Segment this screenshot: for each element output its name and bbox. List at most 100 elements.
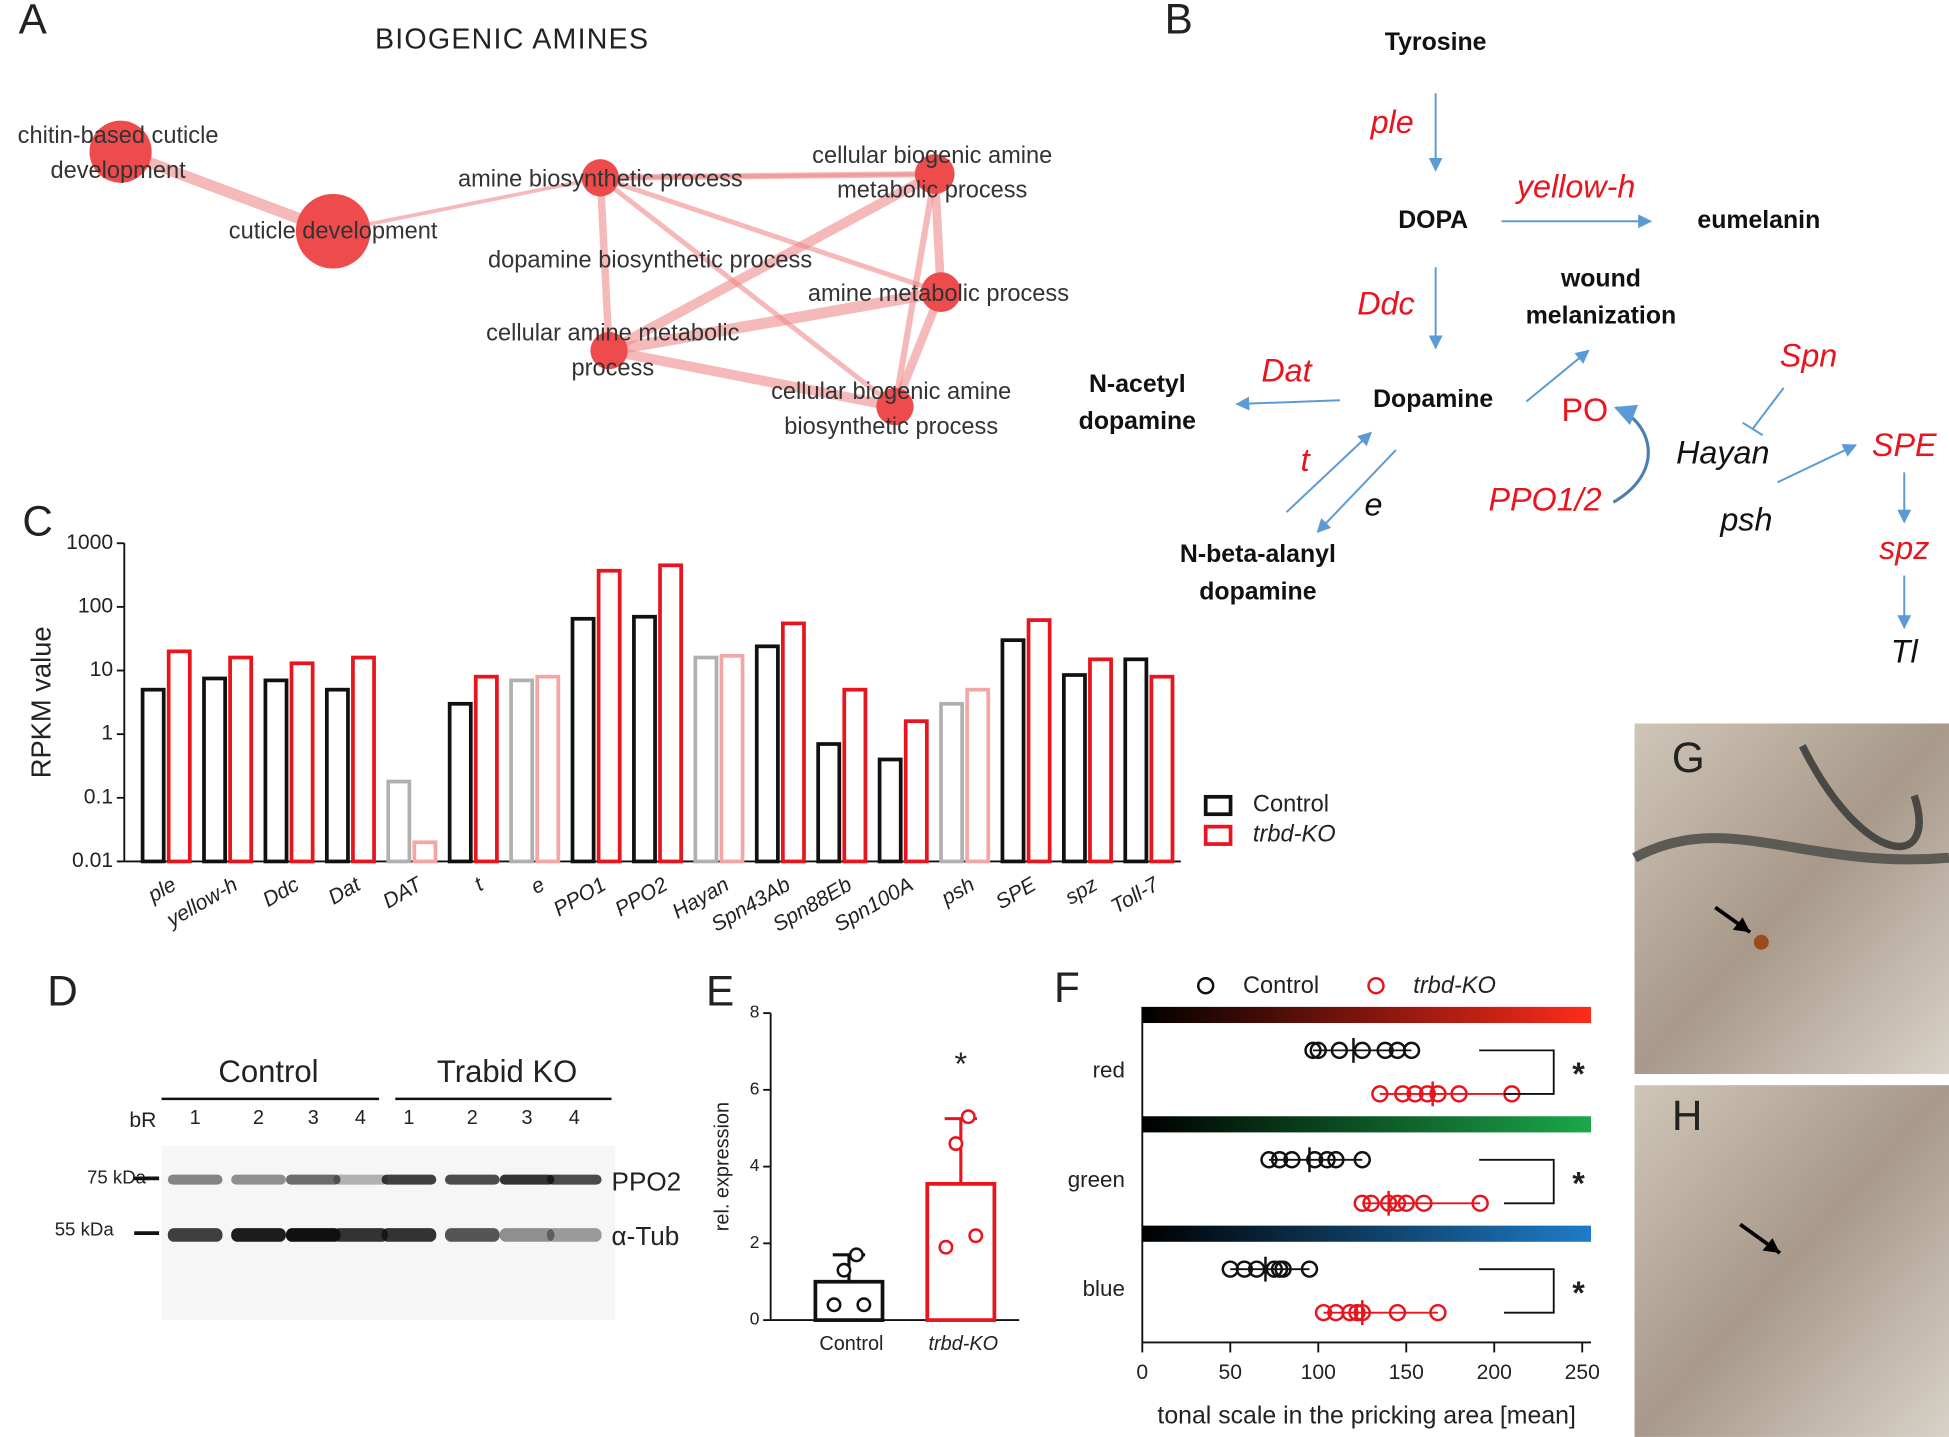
pathway-label: psh [1719, 502, 1772, 538]
band [231, 1228, 286, 1242]
data-point [1265, 1260, 1283, 1278]
data-point [960, 1109, 976, 1125]
network-edge [891, 173, 938, 408]
network-edge [890, 290, 945, 409]
node-label: development [50, 158, 186, 184]
x-tick-label: t [471, 872, 489, 895]
bar [473, 674, 499, 864]
pathway-label: Ddc [1357, 285, 1414, 321]
band [167, 1174, 223, 1185]
band [333, 1228, 388, 1242]
x-axis-label: tonal scale in the pricking area [mean] [1157, 1403, 1575, 1430]
bar [535, 674, 561, 864]
node-label: chitin-based cuticle [18, 123, 219, 149]
band [546, 1228, 602, 1242]
pathway-label: Dopamine [1373, 386, 1493, 413]
y-tick-label: 0.01 [72, 849, 113, 872]
western-blot: Control Trabid KO bR 75 kDa 55 kDa PPO2 … [55, 1054, 681, 1321]
network: chitin-based cuticle development cuticle d… [18, 120, 1069, 440]
data-point [1394, 1085, 1412, 1103]
y-tick-label: green [1068, 1167, 1125, 1192]
data-point [1353, 1303, 1371, 1322]
bar [202, 676, 227, 864]
y-tick-label: 1 [101, 722, 113, 745]
bar [228, 655, 254, 864]
data-point [1270, 1151, 1289, 1169]
pathway-label: dopamine [1199, 579, 1316, 606]
bracket [1479, 1049, 1555, 1095]
pathway-label: spz [1879, 530, 1929, 566]
x-tick-label: psh [937, 873, 979, 910]
bar [351, 655, 376, 864]
photo-detail [1798, 744, 1923, 851]
bar [509, 678, 535, 864]
legend-label: Control [1253, 792, 1329, 818]
y-tick-label: 4 [750, 1155, 760, 1175]
legend-swatch [1203, 794, 1233, 817]
panel-letter: G [1672, 734, 1705, 781]
pathway-label: e [1365, 487, 1383, 523]
network-title: BIOGENIC AMINES [375, 24, 649, 56]
node-label: cellular biogenic amine [812, 143, 1052, 169]
data-point [1450, 1085, 1468, 1103]
arrow [1316, 449, 1397, 534]
data-point [848, 1247, 864, 1263]
inhibition [1751, 387, 1785, 430]
band [499, 1228, 555, 1242]
photo [1634, 723, 1949, 1074]
band [231, 1174, 286, 1185]
wound-spot [1753, 934, 1769, 950]
bar [965, 687, 991, 864]
data-point [1304, 1041, 1322, 1060]
node-label: cellular amine metabolic [486, 321, 739, 347]
legend-label: Control [1243, 973, 1319, 999]
x-tick-label: e [527, 873, 549, 899]
y-tick-label: 10 [90, 658, 114, 681]
band [167, 1228, 223, 1242]
band [285, 1228, 341, 1242]
legend-marker [1196, 977, 1215, 995]
data-point [1418, 1085, 1437, 1103]
marker-label: 55 kDa [55, 1219, 115, 1240]
annotation: * [1572, 1165, 1585, 1201]
pathway-label: t [1301, 442, 1312, 478]
data-point [1406, 1085, 1424, 1103]
network-node [89, 120, 152, 183]
panel-letter: C [22, 498, 53, 545]
network-node [921, 272, 961, 313]
data-point [948, 1136, 964, 1152]
band [444, 1228, 500, 1242]
lane-label: 4 [355, 1107, 366, 1129]
inhibition-bar [1742, 421, 1764, 436]
y-tick-label: 1000 [66, 531, 113, 554]
x-tick-label: ple [143, 873, 180, 908]
bar [166, 649, 192, 864]
data-point [1353, 1194, 1371, 1212]
bar [780, 621, 806, 864]
bar [1149, 674, 1175, 864]
bar [1026, 618, 1052, 864]
lane-label: 1 [190, 1107, 201, 1129]
pathway-label: Tyrosine [1385, 29, 1487, 56]
x-tick-label: 200 [1477, 1361, 1512, 1384]
x-tick-label: DAT [379, 872, 428, 913]
network-node [581, 159, 620, 197]
data-point [1306, 1151, 1324, 1169]
pathway-label: melanization [1526, 303, 1676, 330]
y-tick-label: red [1093, 1057, 1125, 1082]
x-tick-label: PPO1 [550, 873, 610, 921]
lane-label: 1 [403, 1107, 414, 1129]
data-point [1388, 1194, 1407, 1212]
lane-label: 2 [253, 1107, 264, 1129]
data-point [1388, 1303, 1407, 1322]
lane-label: 3 [308, 1107, 319, 1129]
data-point [1415, 1194, 1433, 1212]
bar [693, 655, 719, 864]
y-axis-label: RPKM value [26, 626, 57, 778]
bar [632, 614, 657, 864]
bar [754, 644, 780, 864]
data-point [1429, 1303, 1447, 1322]
pathway-label: N-beta-alanyl [1180, 541, 1336, 568]
lanes: 1 2 3 4 1 2 3 4 [167, 1107, 602, 1242]
